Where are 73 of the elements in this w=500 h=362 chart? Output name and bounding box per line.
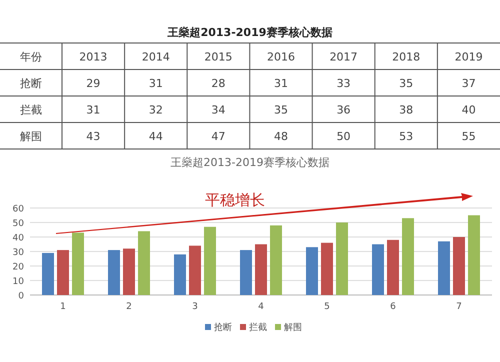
bar xyxy=(240,250,252,295)
data-label: 55 xyxy=(462,130,476,143)
x-tick-label: 2013 xyxy=(79,50,108,64)
data-label: 31 xyxy=(274,76,288,90)
y-tick-label: 40 xyxy=(12,234,24,244)
bar xyxy=(42,252,54,295)
bar xyxy=(438,241,450,295)
annotation: 平稳增长 xyxy=(205,191,265,209)
y-tick-label: 60 xyxy=(12,204,24,214)
bar xyxy=(336,222,348,295)
bar xyxy=(174,254,186,295)
legend-label: 解围 xyxy=(284,322,302,333)
bar xyxy=(123,248,135,295)
bar xyxy=(204,226,216,295)
bar xyxy=(72,232,84,295)
bar xyxy=(108,250,120,295)
y-tick-label: 拦截 xyxy=(20,103,42,116)
bar xyxy=(306,247,318,295)
x-tick-label: 2016 xyxy=(267,50,295,64)
x-tick-label: 3 xyxy=(192,302,198,312)
x-tick-label: 6 xyxy=(390,302,396,312)
bar xyxy=(189,246,201,295)
legend-label: 抢断 xyxy=(214,322,232,333)
x-tick-label: 2 xyxy=(126,302,132,312)
bar xyxy=(57,250,69,295)
data-label: 37 xyxy=(462,76,476,90)
x-tick-label: 4 xyxy=(258,302,264,312)
data-label: 53 xyxy=(399,130,414,143)
bar xyxy=(255,244,267,295)
y-tick-label: 20 xyxy=(12,262,24,272)
data-label: 40 xyxy=(462,103,476,116)
data-label: 36 xyxy=(336,103,351,116)
x-tick-label: 1 xyxy=(60,302,66,312)
y-tick-label: 50 xyxy=(12,219,24,229)
data-label: 35 xyxy=(274,103,288,116)
data-label: 47 xyxy=(211,130,226,143)
x-tick-label: 7 xyxy=(456,302,462,312)
data-label: 48 xyxy=(274,130,288,143)
data-label: 44 xyxy=(148,130,163,143)
bar xyxy=(468,215,480,295)
data-label: 38 xyxy=(399,103,414,116)
x-tick-label: 5 xyxy=(324,302,330,312)
bar xyxy=(372,244,384,295)
data-label: 34 xyxy=(211,103,226,116)
bar xyxy=(270,225,282,295)
x-tick-label: 2019 xyxy=(454,50,483,64)
y-tick-label: 30 xyxy=(12,248,24,258)
data-label: 28 xyxy=(211,76,226,90)
chart-title: 王燊超2013-2019赛季核心数据 xyxy=(166,26,332,39)
data-label: 31 xyxy=(86,103,100,116)
x-tick-label: 2018 xyxy=(392,50,420,64)
bar xyxy=(453,237,465,295)
data-label: 31 xyxy=(148,76,163,90)
y-tick-label: 0 xyxy=(18,292,24,302)
y-tick-label: 抢断 xyxy=(20,76,42,90)
x-tick-label: 2017 xyxy=(330,50,358,64)
data-label: 29 xyxy=(86,76,100,90)
data-label: 33 xyxy=(336,76,351,90)
chart-title: 王燊超2013-2019赛季核心数据 xyxy=(170,156,330,169)
data-label: 50 xyxy=(336,130,351,143)
bar xyxy=(402,218,414,295)
data-label: 32 xyxy=(148,103,163,116)
y-tick-label: 解围 xyxy=(20,130,42,143)
legend-label: 拦截 xyxy=(249,322,267,333)
data-label: 43 xyxy=(86,130,100,143)
y-tick-label: 10 xyxy=(12,277,24,287)
bar xyxy=(138,231,150,295)
x-tick-label: 2015 xyxy=(204,50,232,64)
data-label: 35 xyxy=(399,76,414,90)
bar xyxy=(321,242,333,295)
bar xyxy=(387,240,399,295)
x-tick-label: 2014 xyxy=(142,50,170,64)
x-axis-title: 年份 xyxy=(20,50,42,64)
